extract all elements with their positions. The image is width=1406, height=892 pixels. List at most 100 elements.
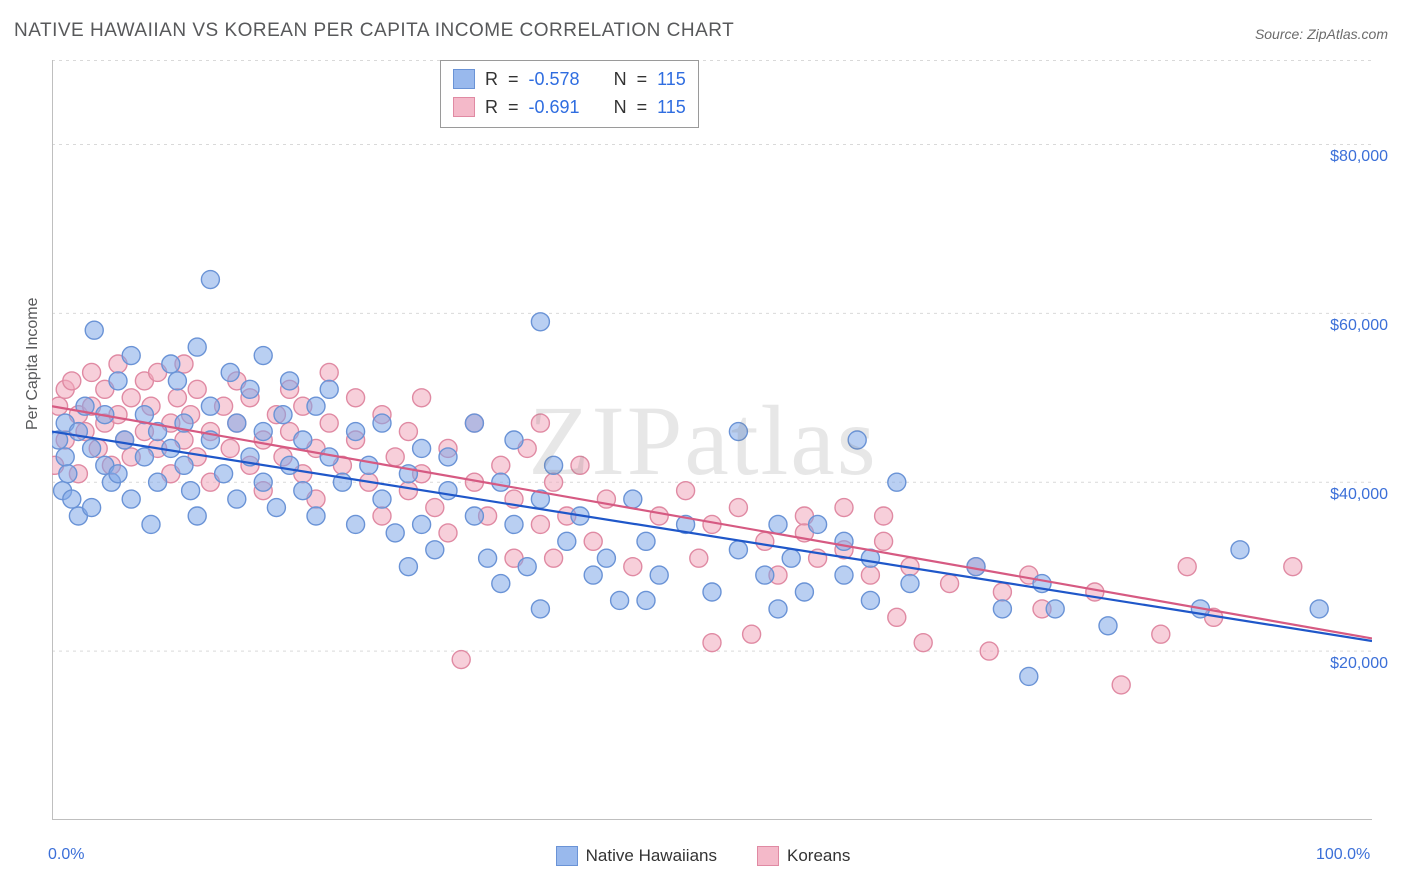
data-point <box>373 507 391 525</box>
data-point <box>347 515 365 533</box>
data-point <box>993 600 1011 618</box>
data-point <box>59 465 77 483</box>
data-point <box>637 532 655 550</box>
data-point <box>835 566 853 584</box>
data-point <box>413 515 431 533</box>
scatter-plot <box>52 60 1372 820</box>
data-point <box>1284 558 1302 576</box>
data-point <box>901 575 919 593</box>
data-point <box>1099 617 1117 635</box>
data-point <box>201 397 219 415</box>
data-point <box>479 549 497 567</box>
data-point <box>492 456 510 474</box>
data-point <box>307 397 325 415</box>
data-point <box>861 566 879 584</box>
series-legend: Native Hawaiians Koreans <box>0 846 1406 866</box>
legend-swatch <box>453 97 475 117</box>
data-point <box>452 651 470 669</box>
data-point <box>584 566 602 584</box>
data-point <box>307 507 325 525</box>
data-point <box>531 313 549 331</box>
data-point <box>624 558 642 576</box>
legend-swatch <box>556 846 578 866</box>
data-point <box>729 541 747 559</box>
data-point <box>637 591 655 609</box>
data-point <box>914 634 932 652</box>
data-point <box>399 482 417 500</box>
data-point <box>122 347 140 365</box>
legend-label: Native Hawaiians <box>586 846 717 866</box>
data-point <box>116 431 134 449</box>
data-point <box>426 541 444 559</box>
data-point <box>650 566 668 584</box>
data-point <box>505 515 523 533</box>
data-point <box>188 507 206 525</box>
data-point <box>254 347 272 365</box>
data-point <box>650 507 668 525</box>
data-point <box>703 634 721 652</box>
data-point <box>360 456 378 474</box>
data-point <box>624 490 642 508</box>
data-point <box>782 549 800 567</box>
data-point <box>505 431 523 449</box>
legend-item: Koreans <box>757 846 850 866</box>
data-point <box>413 389 431 407</box>
stats-row: R=-0.691N=115 <box>453 93 686 121</box>
data-point <box>149 473 167 491</box>
data-point <box>294 431 312 449</box>
data-point <box>531 414 549 432</box>
data-point <box>413 439 431 457</box>
data-point <box>386 524 404 542</box>
data-point <box>347 389 365 407</box>
data-point <box>875 507 893 525</box>
data-point <box>875 532 893 550</box>
data-point <box>254 423 272 441</box>
data-point <box>531 515 549 533</box>
data-point <box>690 549 708 567</box>
data-point <box>399 558 417 576</box>
legend-swatch <box>453 69 475 89</box>
legend-item: Native Hawaiians <box>556 846 717 866</box>
data-point <box>571 456 589 474</box>
stat-r-label: R <box>485 93 498 121</box>
data-point <box>347 423 365 441</box>
data-point <box>756 532 774 550</box>
data-point <box>109 372 127 390</box>
data-point <box>861 591 879 609</box>
data-point <box>241 380 259 398</box>
y-tick-label: $80,000 <box>1330 148 1388 166</box>
data-point <box>221 439 239 457</box>
data-point <box>228 490 246 508</box>
data-point <box>142 515 160 533</box>
y-tick-label: $40,000 <box>1330 486 1388 504</box>
data-point <box>85 321 103 339</box>
stat-n-label: N <box>614 93 627 121</box>
data-point <box>465 414 483 432</box>
data-point <box>281 456 299 474</box>
x-tick-label-last: 100.0% <box>1316 846 1370 864</box>
data-point <box>756 566 774 584</box>
data-point <box>320 363 338 381</box>
data-point <box>439 482 457 500</box>
data-point <box>215 465 233 483</box>
data-point <box>518 558 536 576</box>
stat-n-value: 115 <box>657 93 686 121</box>
data-point <box>56 448 74 466</box>
data-point <box>109 465 127 483</box>
stats-row: R=-0.578N=115 <box>453 65 686 93</box>
y-tick-label: $60,000 <box>1330 317 1388 335</box>
data-point <box>729 499 747 517</box>
data-point <box>168 389 186 407</box>
data-point <box>729 423 747 441</box>
data-point <box>584 532 602 550</box>
data-point <box>888 608 906 626</box>
data-point <box>743 625 761 643</box>
data-point <box>386 448 404 466</box>
data-point <box>63 490 81 508</box>
stat-r-label: R <box>485 65 498 93</box>
data-point <box>1231 541 1249 559</box>
data-point <box>135 448 153 466</box>
data-point <box>373 490 391 508</box>
data-point <box>835 499 853 517</box>
data-point <box>426 499 444 517</box>
